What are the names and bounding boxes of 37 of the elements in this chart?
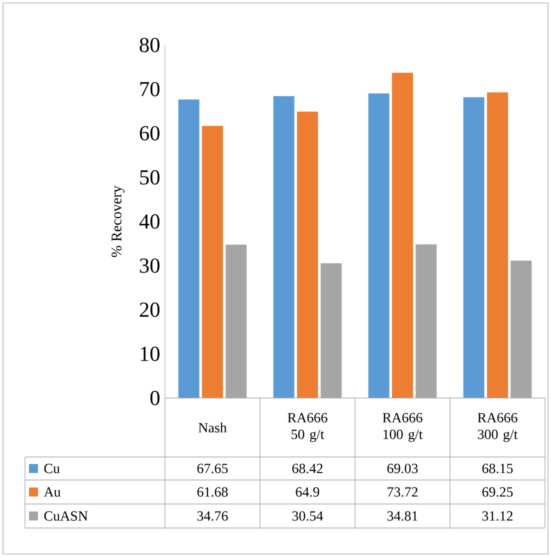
data-label: 73.72 <box>388 487 418 497</box>
data-label: 67.65 <box>197 464 228 474</box>
y-axis-title: % Recovery <box>112 186 124 258</box>
data-label: 30.54 <box>292 511 324 521</box>
data-label: 34.81 <box>387 511 418 521</box>
legend-label: CuASN <box>44 511 88 521</box>
bar <box>202 126 223 398</box>
y-tick-label: 40 <box>139 214 160 229</box>
data-label: 64.9 <box>296 487 320 497</box>
y-tick-label: 80 <box>140 38 160 52</box>
x-tick-label: Nash <box>198 422 227 432</box>
bar <box>486 92 508 398</box>
data-label: 69.25 <box>482 487 513 497</box>
legend-label: Au <box>44 487 61 497</box>
bar <box>178 100 200 398</box>
data-label: 61.68 <box>197 487 228 497</box>
y-tick-label: 20 <box>140 302 160 317</box>
y-tick-label: 10 <box>140 346 160 362</box>
bar <box>296 112 318 398</box>
x-tick-label: RA666 100 g/t <box>382 413 423 442</box>
y-tick-label: 0 <box>150 390 160 406</box>
data-label: 68.42 <box>292 464 322 474</box>
data-label: 34.76 <box>197 511 228 521</box>
bar <box>463 97 484 398</box>
bar <box>273 96 294 398</box>
y-tick-label: 50 <box>140 170 160 185</box>
data-label: 31.12 <box>482 511 512 521</box>
y-tick-label: 70 <box>140 82 160 96</box>
bar <box>368 93 390 398</box>
x-tick-label: RA666 50 g/t <box>288 413 328 442</box>
data-label: 69.03 <box>387 464 418 474</box>
legend-label: Cu <box>44 464 60 474</box>
data-label: 68.15 <box>482 464 513 474</box>
y-tick-label: 60 <box>140 126 160 140</box>
bar <box>392 72 413 398</box>
y-tick-label: 30 <box>140 258 160 273</box>
x-tick-label: RA666 300 g/t <box>478 413 518 442</box>
